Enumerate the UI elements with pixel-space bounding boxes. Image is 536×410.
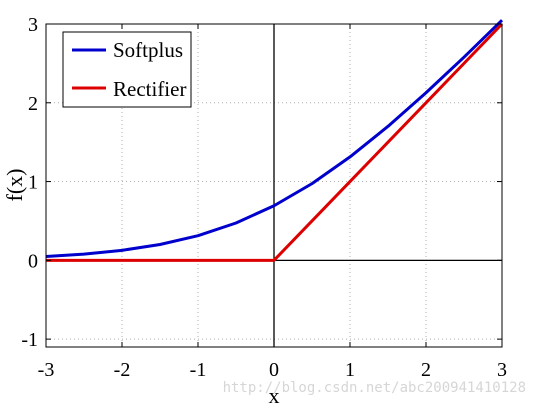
tick-labels: -3 -2 -1 0 1 2 3 -1 0 1 2 3 <box>21 14 507 381</box>
x-tick-label: 1 <box>345 359 355 381</box>
x-axis-label: x <box>269 383 280 408</box>
y-tick-label: 0 <box>28 250 38 272</box>
x-tick-label: 0 <box>269 359 279 381</box>
legend-label-softplus: Softplus <box>113 38 183 62</box>
tick-marks <box>45 23 503 347</box>
series-line-softplus <box>45 19 504 258</box>
x-tick-label: 3 <box>497 359 507 381</box>
legend-box <box>62 31 192 108</box>
x-tick-label: -2 <box>114 359 131 381</box>
y-tick-label: 1 <box>28 172 38 194</box>
watermark-text: http://blog.csdn.net/abc200941410128 <box>223 380 526 396</box>
y-axis-label: f(x) <box>2 169 27 202</box>
series-line-rectifier <box>46 22 504 262</box>
legend-label-rectifier: Rectifier <box>113 77 186 101</box>
series-lines <box>45 19 504 262</box>
x-tick-label: 2 <box>421 359 431 381</box>
y-tick-label: 3 <box>28 14 38 36</box>
y-tick-label: 2 <box>28 93 38 115</box>
y-tick-label: -1 <box>21 329 38 351</box>
x-tick-label: -1 <box>190 359 207 381</box>
legend: Softplus Rectifier <box>62 31 192 108</box>
x-tick-label: -3 <box>38 359 55 381</box>
